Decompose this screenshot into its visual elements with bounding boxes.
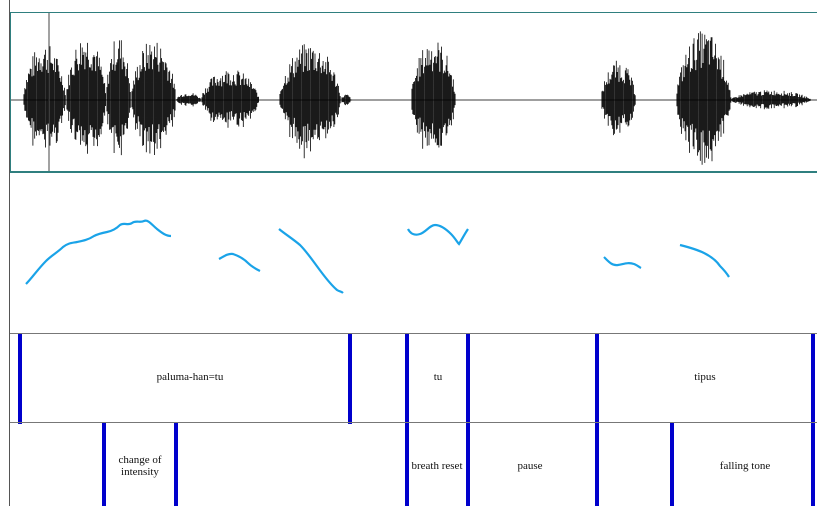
prosody-interval-label[interactable]: falling tone (719, 460, 771, 472)
tier-boundary[interactable] (102, 423, 106, 506)
left-frame-line (9, 0, 10, 506)
tier-boundary[interactable] (811, 423, 815, 506)
pitch-segment (407, 223, 469, 246)
prosody-interval-label[interactable]: change of intensity (118, 454, 162, 478)
tier-boundary[interactable] (595, 423, 599, 506)
tier-boundary[interactable] (18, 334, 22, 424)
tier-boundary[interactable] (811, 334, 815, 424)
pitch-segment (603, 256, 642, 269)
word-interval-label[interactable]: paluma-han=tu (156, 371, 224, 383)
tier-boundary[interactable] (348, 334, 352, 424)
word-interval-label[interactable]: tu (433, 371, 443, 383)
tier-boundary[interactable] (670, 423, 674, 506)
word-tier[interactable]: paluma-han=tu tu tipus (10, 334, 817, 424)
prosody-tier[interactable]: change of intensity breath reset pause f… (10, 423, 817, 506)
prosody-interval-label[interactable]: breath reset (411, 460, 463, 472)
tier-separator-line (10, 422, 817, 423)
waveform-panel-border (10, 171, 817, 173)
pitch-contour-plot (25, 219, 730, 294)
tier-boundary[interactable] (595, 334, 599, 424)
waveform-panel[interactable] (10, 12, 817, 172)
pitch-segment (278, 228, 344, 294)
pitch-panel[interactable] (10, 173, 817, 333)
tier-top-line (10, 333, 817, 334)
word-interval-label[interactable]: tipus (694, 371, 716, 383)
tier-boundary[interactable] (174, 423, 178, 506)
waveform-trace (11, 31, 817, 165)
pitch-segment (25, 219, 172, 285)
tier-boundary[interactable] (405, 423, 409, 506)
prosody-interval-label[interactable]: pause (517, 460, 543, 472)
tier-boundary[interactable] (466, 423, 470, 506)
pitch-segment (679, 243, 730, 278)
pitch-segment (218, 252, 261, 272)
tier-boundary[interactable] (466, 334, 470, 424)
waveform (11, 13, 817, 172)
tier-boundary[interactable] (405, 334, 409, 424)
